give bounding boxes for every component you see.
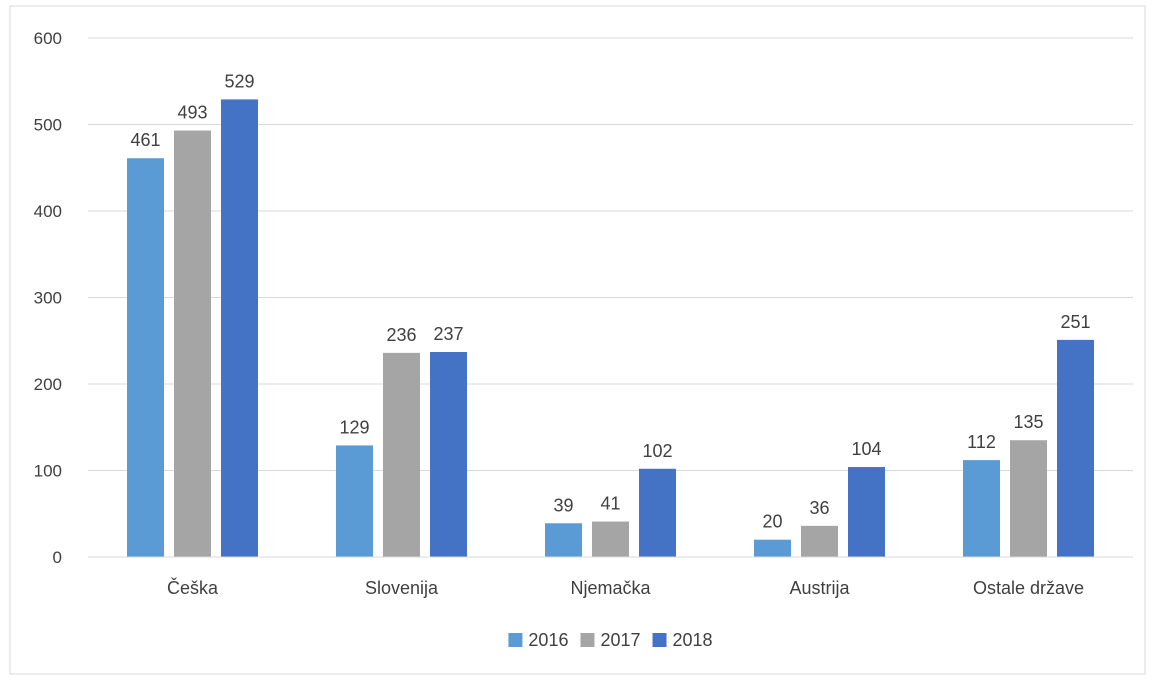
bar <box>336 445 373 557</box>
data-label: 36 <box>809 498 829 518</box>
x-category-label: Ostale države <box>973 578 1084 598</box>
bar <box>848 467 885 557</box>
bar <box>221 99 258 557</box>
data-label: 104 <box>851 439 881 459</box>
legend-item: 2016 <box>508 630 568 650</box>
legend-item: 2017 <box>580 630 641 650</box>
y-axis: 0 100 200 300 400 500 600 <box>34 29 62 567</box>
data-label: 129 <box>339 417 369 437</box>
legend-item: 2018 <box>652 630 713 650</box>
legend-label: 2016 <box>528 630 568 650</box>
legend-swatch <box>580 633 595 647</box>
bar <box>127 158 164 558</box>
bar <box>639 468 676 557</box>
x-category-label: Slovenija <box>365 578 439 598</box>
y-tick-label: 200 <box>34 375 62 394</box>
y-tick-label: 400 <box>34 202 62 221</box>
y-tick-label: 100 <box>34 462 62 481</box>
bar <box>963 460 1000 557</box>
legend-swatch <box>508 633 523 647</box>
y-tick-label: 300 <box>34 289 62 308</box>
x-category-label: Austrija <box>789 578 850 598</box>
bar <box>1010 440 1047 557</box>
x-category-label: Njemačka <box>570 578 651 598</box>
y-tick-label: 500 <box>34 116 62 135</box>
bar <box>545 523 582 557</box>
bar <box>754 539 791 557</box>
data-label: 102 <box>642 441 672 461</box>
data-label: 251 <box>1060 312 1090 332</box>
legend-label: 2017 <box>600 630 640 650</box>
legend-label: 2018 <box>673 630 713 650</box>
x-axis: Češka Slovenija Njemačka Austrija Ostale drž… <box>88 556 1133 598</box>
bar <box>801 525 838 557</box>
bar <box>430 351 467 557</box>
bar <box>592 521 629 557</box>
bar <box>383 352 420 557</box>
y-tick-label: 0 <box>53 548 62 567</box>
data-label: 237 <box>433 324 463 344</box>
data-label: 236 <box>386 325 416 345</box>
data-label: 135 <box>1013 412 1043 432</box>
legend: 2016 2017 2018 <box>508 630 713 650</box>
data-label: 20 <box>762 512 782 532</box>
y-tick-label: 600 <box>34 29 62 48</box>
x-category-label: Češka <box>167 577 219 598</box>
data-labels: 461 493 529 129 236 237 39 41 102 20 36 104 112 135 25… <box>130 71 1090 531</box>
bar <box>1057 339 1094 557</box>
data-label: 493 <box>177 103 207 123</box>
bar <box>174 130 211 557</box>
data-label: 461 <box>130 130 160 150</box>
data-label: 39 <box>553 495 573 515</box>
data-label: 112 <box>967 432 996 452</box>
legend-swatch <box>652 633 667 647</box>
data-label: 529 <box>224 71 254 91</box>
bars <box>127 99 1094 558</box>
data-label: 41 <box>600 494 620 514</box>
